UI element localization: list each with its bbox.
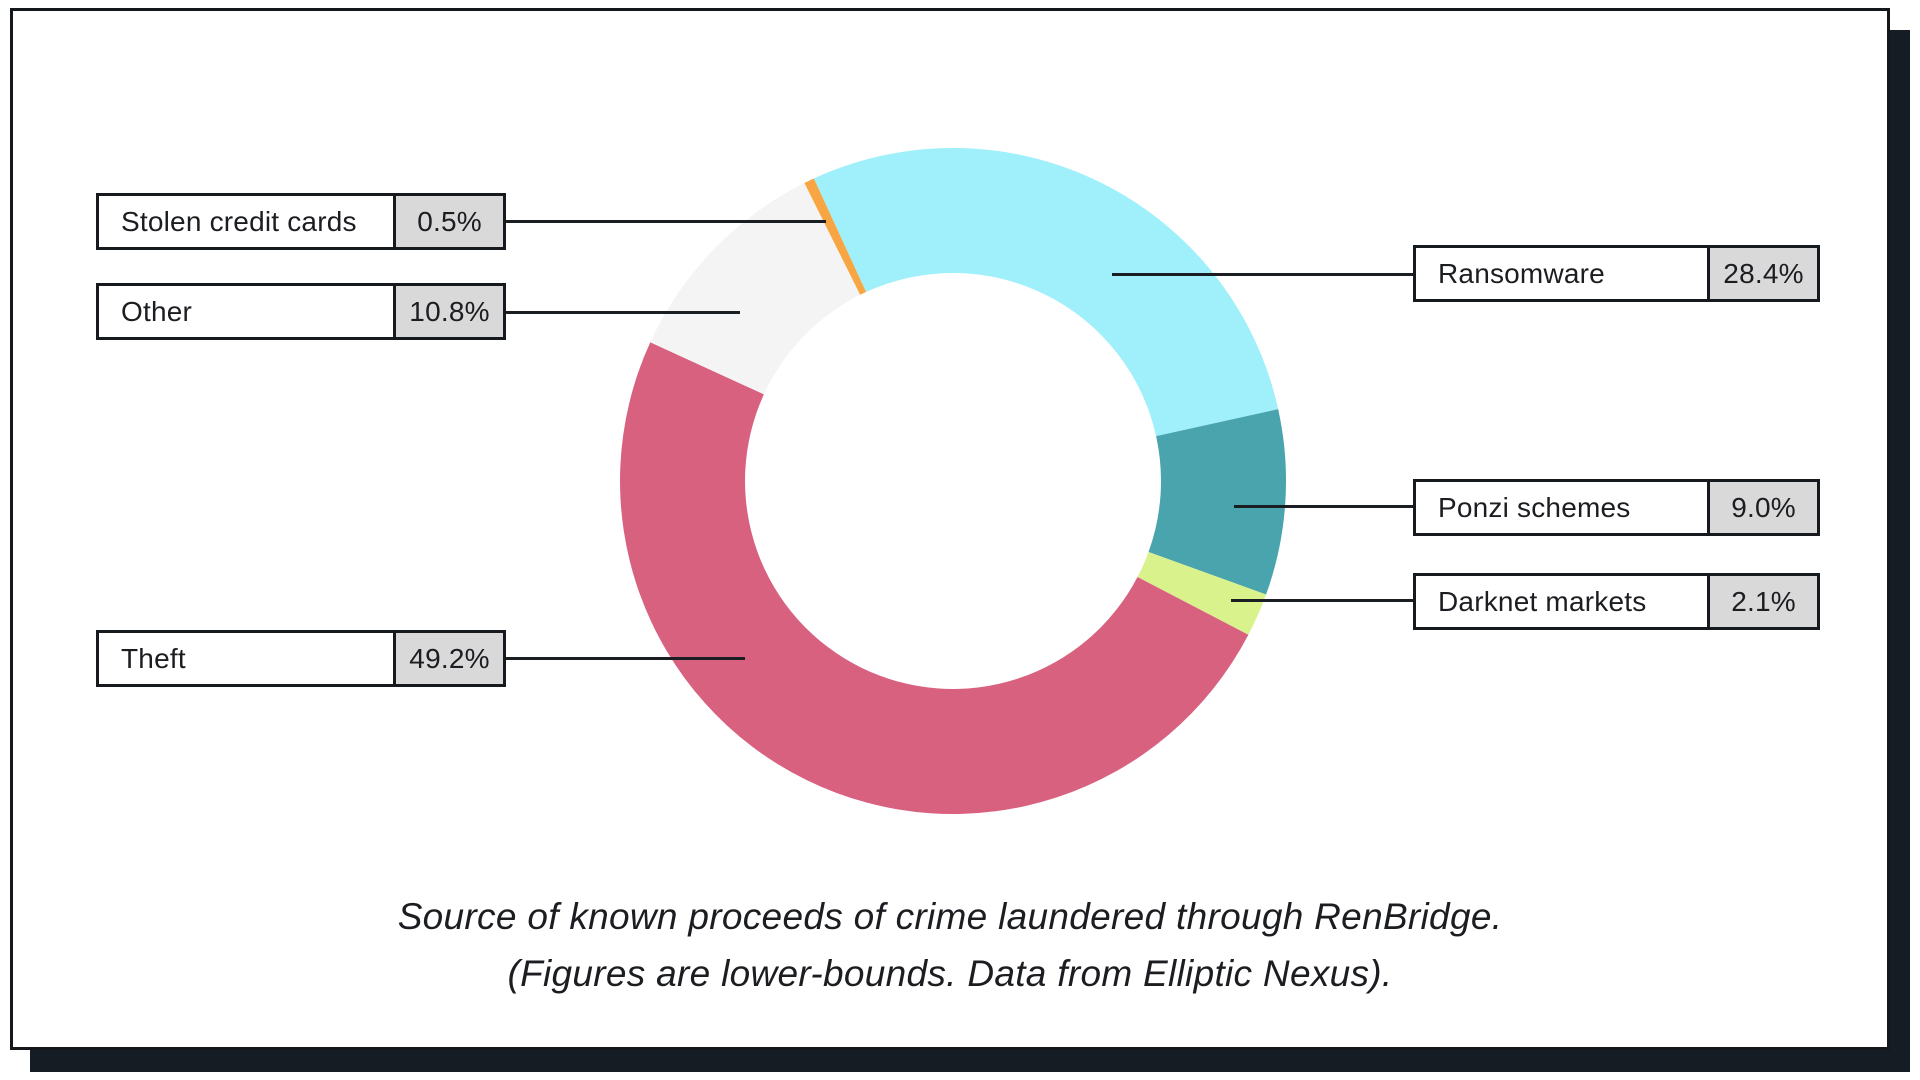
- callout-ransomware: Ransomware 28.4%: [1413, 245, 1820, 302]
- callout-other: Other 10.8%: [96, 283, 506, 340]
- leader-line-theft: [504, 657, 745, 660]
- leader-line-ponzi-schemes: [1234, 505, 1415, 508]
- chart-caption: Source of known proceeds of crime launde…: [10, 888, 1890, 1002]
- callout-value: 2.1%: [1707, 576, 1817, 627]
- callout-ponzi-schemes: Ponzi schemes 9.0%: [1413, 479, 1820, 536]
- callout-label: Other: [121, 295, 193, 327]
- leader-line-ransomware: [1112, 273, 1415, 276]
- donut-segment-theft: [620, 342, 1249, 814]
- callout-darknet-markets: Darknet markets 2.1%: [1413, 573, 1820, 630]
- donut-segment-darknet-markets: [1137, 551, 1267, 635]
- callout-label: Darknet markets: [1438, 585, 1647, 617]
- callout-value: 0.5%: [393, 196, 503, 247]
- callout-label: Ransomware: [1438, 257, 1605, 289]
- leader-line-stolen-credit-cards: [504, 220, 826, 223]
- donut-segment-ponzi-schemes: [1148, 409, 1287, 595]
- callout-value: 9.0%: [1707, 482, 1817, 533]
- callout-value: 49.2%: [393, 633, 503, 684]
- leader-line-other: [504, 311, 740, 314]
- leader-line-darknet-markets: [1231, 599, 1415, 602]
- donut-segment-ransomware: [813, 148, 1279, 437]
- caption-line-2: (Figures are lower-bounds. Data from Ell…: [507, 953, 1393, 994]
- callout-label: Stolen credit cards: [121, 205, 357, 237]
- callout-theft: Theft 49.2%: [96, 630, 506, 687]
- caption-line-1: Source of known proceeds of crime launde…: [397, 896, 1503, 937]
- callout-label: Ponzi schemes: [1438, 491, 1631, 523]
- donut-segment-stolen-credit-cards: [804, 178, 867, 295]
- callout-label: Theft: [121, 642, 186, 674]
- donut-segment-other: [650, 182, 861, 395]
- callout-stolen-credit-cards: Stolen credit cards 0.5%: [96, 193, 506, 250]
- callout-value: 28.4%: [1707, 248, 1817, 299]
- callout-value: 10.8%: [393, 286, 503, 337]
